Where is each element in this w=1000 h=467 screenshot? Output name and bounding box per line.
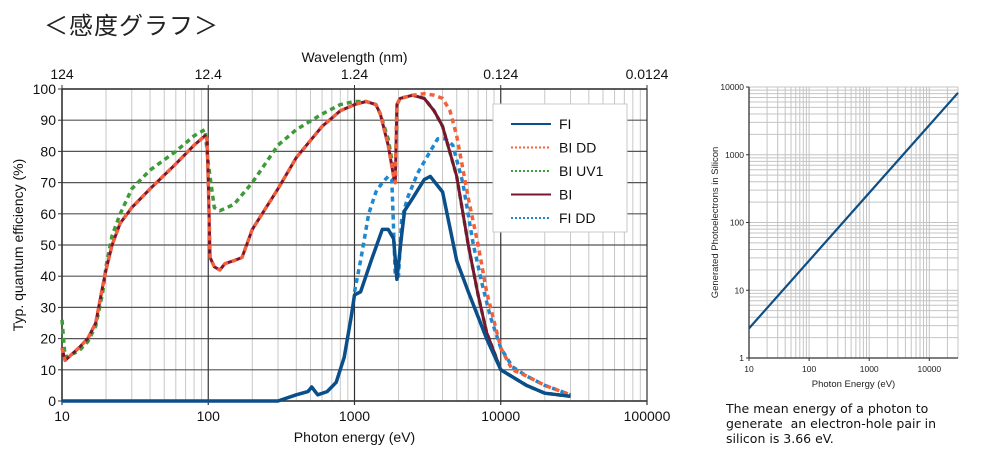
x-tick-label: 1000 (860, 364, 879, 374)
legend-label: BI DD (559, 140, 596, 156)
top-x-tick-label: 12.4 (195, 66, 222, 82)
y-tick-label: 10 (735, 285, 745, 295)
y-tick-label: 20 (40, 331, 56, 347)
top-x-tick-label: 124 (50, 66, 74, 82)
legend-box (492, 103, 628, 233)
series-line-fi-dd (352, 137, 572, 397)
top-x-tick-label: 0.124 (483, 66, 518, 82)
series-line-fi (62, 174, 571, 403)
legend-label: BI UV1 (559, 163, 604, 179)
x-axis-title: Photon energy (eV) (294, 429, 415, 445)
x-tick-label: 10000 (481, 408, 520, 424)
y-tick-label: 60 (40, 206, 56, 222)
x-tick-label: 10 (54, 408, 70, 424)
y-tick-label: 40 (40, 268, 56, 284)
y-tick-label: 1 (739, 353, 744, 363)
y-tick-label: 10 (40, 362, 56, 378)
y-tick-label: 1000 (725, 150, 744, 160)
y-tick-label: 0 (48, 393, 56, 409)
x-tick-label: 10000 (918, 364, 942, 374)
y-tick-label: 100 (33, 81, 57, 97)
x-tick-label: 1000 (339, 408, 370, 424)
caption: The mean energy of a photon to generate … (726, 401, 986, 446)
y-tick-label: 10000 (720, 82, 744, 92)
y-axis-title: Generated Photoelectrons in Silicon (710, 147, 721, 299)
x-tick-label: 10 (744, 364, 754, 374)
y-tick-label: 70 (40, 175, 56, 191)
y-tick-label: 80 (40, 143, 56, 159)
top-axis-title: Wavelength (nm) (301, 49, 407, 65)
y-axis-title: Typ. quantum efficiency (%) (10, 159, 26, 331)
caption-line: generate an electron-hole pair in (726, 416, 936, 431)
y-tick-label: 100 (730, 218, 744, 228)
top-x-tick-label: 1.24 (341, 66, 368, 82)
x-tick-label: 100 (197, 408, 221, 424)
caption-line: The mean energy of a photon to (726, 401, 929, 416)
legend-label: FI (559, 116, 571, 132)
y-tick-label: 50 (40, 237, 56, 253)
caption-line: silicon is 3.66 eV. (726, 431, 834, 446)
page-title: ＜感度グラフ＞ (44, 12, 219, 40)
series-line-bi-dd (60, 91, 572, 397)
y-tick-label: 90 (40, 112, 56, 128)
top-x-tick-label: 0.0124 (626, 66, 669, 82)
x-axis-title: Photon Energy (eV) (812, 379, 895, 390)
x-tick-label: 100 (802, 364, 816, 374)
series-line-bi (60, 93, 571, 398)
x-tick-label: 100000 (624, 408, 671, 424)
legend-label: FI DD (559, 210, 596, 226)
legend-label: BI (559, 187, 572, 203)
series-line-photoelectrons (748, 92, 959, 330)
y-tick-label: 30 (40, 299, 56, 315)
legend: FI BI DD BI UV1 BI FI DD (492, 103, 628, 233)
